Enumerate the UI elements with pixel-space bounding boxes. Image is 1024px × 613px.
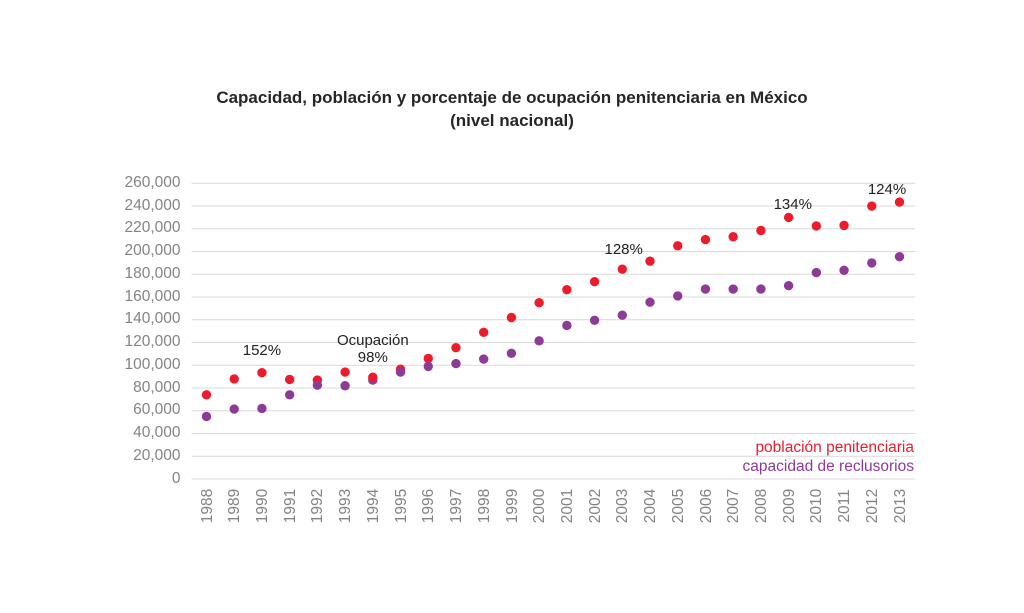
y-tick-label-160,000: 160,000 xyxy=(124,287,181,305)
data-point-capacidad-2003 xyxy=(617,310,627,320)
data-point-capacidad-1993 xyxy=(340,381,350,391)
data-point-capacidad-1999 xyxy=(506,348,517,359)
chart-legend: población penitenciaria capacidad de rec… xyxy=(743,438,914,476)
data-point-poblacion-1990 xyxy=(257,367,267,378)
data-point-capacidad-2007 xyxy=(728,284,738,294)
x-tick-label-1988: 1988 xyxy=(198,488,216,523)
data-point-poblacion-1996 xyxy=(423,353,433,364)
data-point-poblacion-1998 xyxy=(479,327,489,337)
data-point-capacidad-2010 xyxy=(811,267,822,278)
data-point-poblacion-2011 xyxy=(839,220,849,231)
legend-label-capacidad-de-reclusorios: capacidad de reclusorios xyxy=(742,458,914,475)
x-tick-label-2003: 2003 xyxy=(614,488,632,523)
y-tick-label-140,000: 140,000 xyxy=(124,310,181,328)
x-tick-label-1995: 1995 xyxy=(392,488,410,523)
data-point-capacidad-1990 xyxy=(257,403,267,414)
x-tick-label-1998: 1998 xyxy=(475,488,493,523)
data-point-poblacion-2000 xyxy=(534,298,544,308)
y-tick-label-220,000: 220,000 xyxy=(124,219,181,237)
data-point-capacidad-1997 xyxy=(451,358,461,369)
data-point-capacidad-1992 xyxy=(312,380,323,390)
data-point-capacidad-2004 xyxy=(645,297,655,307)
data-point-capacidad-2006 xyxy=(700,284,711,294)
y-tick-label-180,000: 180,000 xyxy=(124,264,181,282)
chart-title: Capacidad, población y porcentaje de ocu… xyxy=(0,86,1024,132)
data-point-poblacion-2010 xyxy=(811,221,822,231)
x-tick-label-1993: 1993 xyxy=(337,488,355,523)
data-point-capacidad-2005 xyxy=(673,291,683,301)
data-point-poblacion-2005 xyxy=(673,241,683,251)
data-point-capacidad-2012 xyxy=(867,258,877,268)
y-tick-label-240,000: 240,000 xyxy=(124,196,181,214)
annotation-152%: 152% xyxy=(242,342,282,360)
chart-title-line2: (nivel nacional) xyxy=(450,111,574,130)
y-tick-label-260,000: 260,000 xyxy=(124,174,181,191)
y-tick-label-80,000: 80,000 xyxy=(133,378,181,396)
data-point-capacidad-2001 xyxy=(562,320,572,331)
x-tick-label-1989: 1989 xyxy=(226,488,244,523)
x-tick-label-2004: 2004 xyxy=(642,488,660,523)
data-point-capacidad-2011 xyxy=(839,265,849,276)
data-point-poblacion-2012 xyxy=(867,201,877,211)
x-tick-label-2005: 2005 xyxy=(669,488,687,523)
x-tick-label-1994: 1994 xyxy=(364,488,382,523)
data-point-capacidad-1991 xyxy=(284,390,295,400)
data-point-capacidad-1995 xyxy=(395,367,406,377)
data-point-capacidad-1998 xyxy=(479,354,489,364)
x-tick-label-1996: 1996 xyxy=(420,488,438,523)
data-point-poblacion-1997 xyxy=(451,342,461,353)
x-tick-label-1991: 1991 xyxy=(281,488,299,523)
data-point-poblacion-1991 xyxy=(284,374,295,385)
x-tick-label-1992: 1992 xyxy=(309,488,327,523)
x-tick-label-1990: 1990 xyxy=(254,488,272,523)
data-point-capacidad-1996 xyxy=(423,361,433,372)
data-point-poblacion-2006 xyxy=(700,234,711,245)
data-point-poblacion-1988 xyxy=(201,390,212,400)
annotation-134%: 134% xyxy=(773,195,812,213)
y-tick-label-200,000: 200,000 xyxy=(124,242,181,260)
data-point-poblacion-2009 xyxy=(783,212,794,223)
y-tick-label-20,000: 20,000 xyxy=(133,446,181,464)
x-tick-label-2007: 2007 xyxy=(725,488,743,523)
data-point-capacidad-2000 xyxy=(534,336,544,346)
data-point-poblacion-1989 xyxy=(229,374,239,384)
chart-title-line1: Capacidad, población y porcentaje de ocu… xyxy=(216,88,808,107)
x-tick-label-2002: 2002 xyxy=(586,488,604,523)
data-point-capacidad-2009 xyxy=(783,280,794,291)
annotation-ocupación-98%: Ocupación 98% xyxy=(336,332,409,367)
y-tick-label-40,000: 40,000 xyxy=(133,424,181,442)
data-point-capacidad-1989 xyxy=(229,404,239,414)
x-tick-label-1997: 1997 xyxy=(448,488,466,523)
annotation-128%: 128% xyxy=(604,241,643,259)
x-tick-label-2006: 2006 xyxy=(697,488,715,523)
data-point-poblacion-2004 xyxy=(645,256,655,266)
data-point-capacidad-2008 xyxy=(756,284,766,294)
data-point-poblacion-2013 xyxy=(894,197,905,207)
legend-label-poblacion-penitenciaria: población penitenciaria xyxy=(755,439,914,456)
data-point-poblacion-1993 xyxy=(340,367,350,377)
data-point-poblacion-2007 xyxy=(728,232,738,242)
x-tick-label-2000: 2000 xyxy=(531,488,549,523)
y-tick-label-100,000: 100,000 xyxy=(124,355,181,373)
data-point-capacidad-2002 xyxy=(589,315,600,326)
annotation-124%: 124% xyxy=(867,180,907,198)
x-tick-label-1999: 1999 xyxy=(503,488,521,523)
data-point-poblacion-2008 xyxy=(756,225,766,236)
y-tick-label-60,000: 60,000 xyxy=(133,401,181,419)
data-point-capacidad-1988 xyxy=(201,411,212,422)
y-tick-label-120,000: 120,000 xyxy=(124,333,181,351)
data-point-poblacion-1994 xyxy=(368,372,378,382)
data-point-poblacion-2003 xyxy=(617,264,627,274)
data-point-poblacion-2001 xyxy=(562,284,572,295)
data-point-poblacion-2002 xyxy=(589,276,600,287)
x-tick-label-2001: 2001 xyxy=(558,488,576,523)
data-point-capacidad-2013 xyxy=(894,251,905,262)
y-tick-label-0: 0 xyxy=(171,469,181,487)
data-point-poblacion-1999 xyxy=(506,312,517,323)
